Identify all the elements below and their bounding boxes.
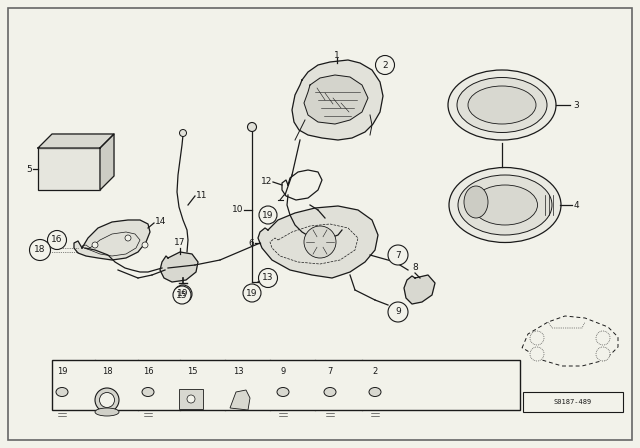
Ellipse shape [468, 86, 536, 124]
Ellipse shape [369, 388, 381, 396]
Text: 15: 15 [176, 290, 188, 300]
Ellipse shape [142, 388, 154, 396]
Text: 19: 19 [262, 211, 274, 220]
Circle shape [142, 242, 148, 248]
Text: 19: 19 [177, 289, 189, 298]
Text: 2: 2 [382, 60, 388, 69]
Text: 5: 5 [26, 164, 32, 173]
Bar [52, 360, 520, 410]
Polygon shape [160, 252, 198, 282]
Circle shape [596, 331, 610, 345]
Ellipse shape [448, 70, 556, 140]
Circle shape [29, 240, 51, 260]
Text: 7: 7 [395, 250, 401, 259]
Text: 9: 9 [280, 367, 285, 376]
Circle shape [173, 286, 191, 304]
Circle shape [259, 268, 278, 288]
Text: 18: 18 [35, 246, 45, 254]
Polygon shape [100, 134, 114, 190]
Circle shape [388, 245, 408, 265]
Text: 13: 13 [233, 367, 243, 376]
Circle shape [530, 347, 544, 361]
Ellipse shape [95, 408, 119, 416]
Text: 19: 19 [57, 367, 67, 376]
Circle shape [259, 206, 277, 224]
Ellipse shape [472, 185, 538, 225]
Text: 7: 7 [327, 367, 333, 376]
Text: 16: 16 [51, 236, 63, 245]
Circle shape [47, 231, 67, 250]
Text: 12: 12 [260, 177, 272, 186]
Ellipse shape [449, 168, 561, 242]
Circle shape [376, 56, 394, 74]
Ellipse shape [457, 78, 547, 133]
Circle shape [530, 331, 544, 345]
Circle shape [174, 285, 192, 303]
Circle shape [179, 129, 186, 137]
Text: 3: 3 [573, 100, 579, 109]
Text: 16: 16 [143, 367, 154, 376]
Circle shape [248, 122, 257, 132]
Text: 13: 13 [262, 273, 274, 283]
Text: 1: 1 [334, 51, 340, 60]
Circle shape [92, 242, 98, 248]
Circle shape [304, 226, 336, 258]
Text: 8: 8 [412, 263, 418, 272]
Text: 11: 11 [196, 190, 207, 199]
Polygon shape [74, 220, 150, 260]
Circle shape [388, 302, 408, 322]
Circle shape [243, 284, 261, 302]
Polygon shape [404, 275, 435, 304]
Text: 19: 19 [246, 289, 258, 297]
Polygon shape [258, 206, 378, 278]
Polygon shape [230, 390, 250, 410]
Text: 2: 2 [372, 367, 378, 376]
Text: 10: 10 [232, 206, 243, 215]
Bar [523, 392, 623, 412]
Ellipse shape [277, 388, 289, 396]
Text: 18: 18 [102, 367, 112, 376]
Circle shape [596, 347, 610, 361]
Text: 9: 9 [395, 307, 401, 316]
Ellipse shape [324, 388, 336, 396]
Circle shape [95, 388, 119, 412]
Polygon shape [304, 75, 368, 124]
Circle shape [99, 392, 115, 408]
Bar [38, 148, 100, 190]
Ellipse shape [464, 186, 488, 218]
Text: 6: 6 [248, 238, 254, 247]
Text: 15: 15 [187, 367, 197, 376]
Circle shape [125, 235, 131, 241]
Text: S0187-489: S0187-489 [554, 399, 592, 405]
Text: 17: 17 [174, 238, 186, 247]
FancyBboxPatch shape [179, 389, 203, 409]
Polygon shape [38, 134, 114, 148]
Ellipse shape [458, 175, 552, 235]
Circle shape [187, 395, 195, 403]
Ellipse shape [56, 388, 68, 396]
Text: 4: 4 [574, 201, 580, 210]
Text: 14: 14 [155, 217, 166, 227]
Polygon shape [292, 60, 383, 140]
